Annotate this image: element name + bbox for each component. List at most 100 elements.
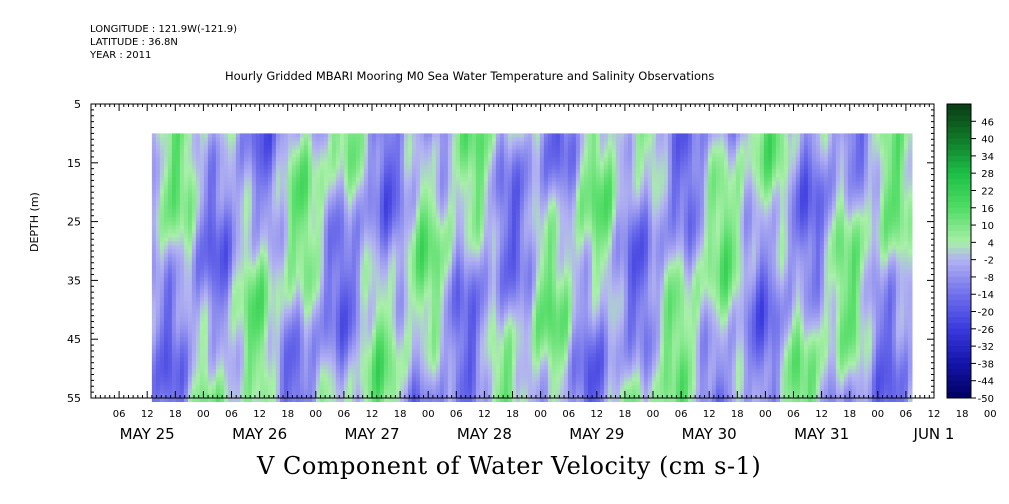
heatmap-cell (327, 309, 333, 314)
heatmap-cell (167, 369, 173, 374)
heatmap-cell (351, 349, 357, 354)
heatmap-cell (231, 297, 237, 302)
heatmap-cell (447, 169, 453, 174)
heatmap-cell (219, 289, 225, 294)
heatmap-cell (407, 265, 413, 270)
heatmap-cell (311, 245, 317, 250)
heatmap-cell (151, 249, 157, 254)
heatmap-cell (379, 213, 385, 218)
heatmap-cell (307, 249, 313, 254)
heatmap-cell (339, 137, 345, 142)
heatmap-cell (251, 137, 257, 142)
heatmap-cell (339, 229, 345, 234)
heatmap-cell (179, 305, 185, 310)
heatmap-cell (331, 305, 337, 310)
heatmap-cell (403, 249, 409, 254)
heatmap-cell (411, 165, 417, 170)
heatmap-cell (179, 177, 185, 182)
heatmap-cell (359, 225, 365, 230)
heatmap-cell (351, 337, 357, 342)
heatmap-cell (271, 297, 277, 302)
heatmap-cell (247, 365, 253, 370)
heatmap-cell (183, 361, 189, 366)
heatmap-cell (367, 365, 373, 370)
heatmap-cell (263, 217, 269, 222)
heatmap-cell (327, 193, 333, 198)
heatmap-cell (159, 157, 165, 162)
heatmap-cell (251, 361, 257, 366)
heatmap-cell (319, 345, 325, 350)
heatmap-cell (335, 233, 341, 238)
heatmap-cell (151, 309, 157, 314)
heatmap-cell (275, 193, 281, 198)
heatmap-cell (223, 321, 229, 326)
heatmap-cell (179, 249, 185, 254)
heatmap-cell (227, 397, 233, 402)
heatmap-cell (275, 181, 281, 186)
heatmap-cell (399, 233, 405, 238)
heatmap-cell (343, 237, 349, 242)
heatmap-cell (227, 321, 233, 326)
heatmap-cell (279, 193, 285, 198)
heatmap-cell (411, 385, 417, 390)
heatmap-cell (307, 165, 313, 170)
heatmap-cell (295, 345, 301, 350)
heatmap-cell (275, 357, 281, 362)
heatmap-cell (367, 305, 373, 310)
heatmap-cell (243, 193, 249, 198)
heatmap-cell (259, 345, 265, 350)
heatmap-cell (239, 197, 245, 202)
heatmap-cell (399, 297, 405, 302)
heatmap-cell (395, 349, 401, 354)
heatmap-cell (171, 153, 177, 158)
heatmap-cell (287, 373, 293, 378)
heatmap-cell (323, 217, 329, 222)
heatmap-cell (379, 169, 385, 174)
heatmap-cell (367, 349, 373, 354)
heatmap-cell (287, 237, 293, 242)
heatmap-cell (355, 185, 361, 190)
heatmap-cell (203, 385, 209, 390)
heatmap-cell (435, 321, 441, 326)
heatmap-cell (159, 229, 165, 234)
heatmap-cell (387, 377, 393, 382)
heatmap-cell (423, 257, 429, 262)
heatmap-cell (315, 369, 321, 374)
heatmap-cell (435, 241, 441, 246)
heatmap-cell (367, 173, 373, 178)
heatmap-cell (355, 217, 361, 222)
heatmap-cell (179, 165, 185, 170)
heatmap-cell (407, 365, 413, 370)
heatmap-cell (203, 289, 209, 294)
heatmap-cell (335, 273, 341, 278)
heatmap-cell (223, 389, 229, 394)
heatmap-cell (427, 213, 433, 218)
heatmap-cell (215, 153, 221, 158)
heatmap-cell (431, 145, 437, 150)
heatmap-cell (419, 393, 425, 398)
heatmap-cell (323, 257, 329, 262)
heatmap-cell (311, 341, 317, 346)
heatmap-cell (219, 397, 225, 402)
heatmap-cell (343, 329, 349, 334)
heatmap-cell (195, 389, 201, 394)
heatmap-cell (307, 337, 313, 342)
heatmap-cell (411, 173, 417, 178)
heatmap-cell (319, 309, 325, 314)
heatmap-cell (299, 285, 305, 290)
heatmap-cell (187, 265, 193, 270)
heatmap-cell (423, 313, 429, 318)
heatmap-cell (255, 189, 261, 194)
heatmap-cell (339, 281, 345, 286)
heatmap-cell (319, 297, 325, 302)
heatmap-cell (311, 141, 317, 146)
heatmap-cell (443, 229, 449, 234)
heatmap-cell (263, 149, 269, 154)
heatmap-cell (327, 157, 333, 162)
heatmap-cell (371, 373, 377, 378)
heatmap-cell (279, 317, 285, 322)
heatmap-cell (323, 397, 329, 402)
heatmap-cell (151, 369, 157, 374)
heatmap-cell (251, 145, 257, 150)
heatmap-cell (155, 289, 161, 294)
